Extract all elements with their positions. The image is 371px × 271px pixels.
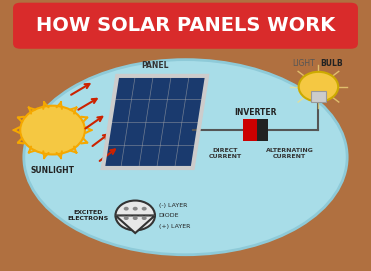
Text: ALTERNATING
CURRENT: ALTERNATING CURRENT — [266, 148, 313, 159]
Polygon shape — [115, 215, 155, 233]
Text: DIRECT
CURRENT: DIRECT CURRENT — [209, 148, 242, 159]
Text: (-) LAYER: (-) LAYER — [158, 203, 187, 208]
Text: INVERTER: INVERTER — [234, 108, 277, 117]
Circle shape — [133, 207, 138, 211]
Circle shape — [115, 201, 155, 230]
Text: HOW SOLAR PANELS WORK: HOW SOLAR PANELS WORK — [36, 16, 335, 35]
FancyBboxPatch shape — [257, 119, 268, 141]
FancyBboxPatch shape — [311, 91, 326, 102]
Circle shape — [20, 106, 85, 154]
Text: (+) LAYER: (+) LAYER — [158, 224, 190, 229]
Polygon shape — [103, 76, 207, 168]
Text: SUNLIGHT: SUNLIGHT — [30, 166, 75, 175]
Circle shape — [124, 216, 129, 220]
Text: BULB: BULB — [320, 59, 343, 68]
Ellipse shape — [24, 60, 347, 255]
Text: EXCITED
ELECTRONS: EXCITED ELECTRONS — [68, 210, 109, 221]
Circle shape — [142, 216, 147, 220]
FancyBboxPatch shape — [13, 3, 358, 49]
Text: LIGHT: LIGHT — [292, 59, 315, 68]
Text: DIODE: DIODE — [158, 213, 179, 218]
Circle shape — [142, 207, 147, 211]
Circle shape — [133, 216, 138, 220]
FancyBboxPatch shape — [243, 119, 257, 141]
Text: PANEL: PANEL — [141, 60, 169, 70]
Circle shape — [299, 72, 338, 102]
Circle shape — [124, 207, 129, 211]
